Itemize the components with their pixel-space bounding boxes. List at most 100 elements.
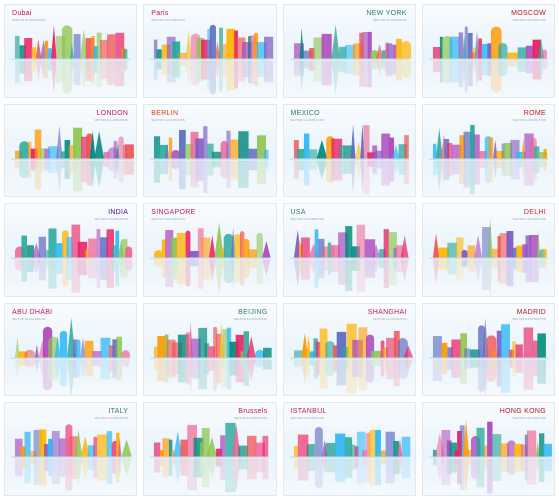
building-reflection: [336, 359, 346, 386]
building-shape: [64, 139, 71, 159]
building-reflection: [255, 458, 266, 473]
city-card-paris: Paris VECTOR ILLUSTRATION: [143, 4, 277, 98]
building-shape: [330, 138, 342, 159]
building-reflection: [38, 259, 46, 281]
waterline: [10, 58, 131, 60]
building-reflection: [491, 458, 502, 482]
building-shape: [154, 346, 158, 358]
building-reflection: [387, 259, 397, 286]
building-shape: [73, 34, 81, 59]
building-reflection: [34, 160, 42, 190]
building-reflection: [93, 60, 99, 74]
building-shape: [118, 135, 124, 159]
building-shape: [432, 143, 437, 159]
skyline-reflection: [14, 458, 132, 492]
building-reflection: [543, 160, 547, 170]
city-card-brussels: Brussels VECTOR ILLUSTRATION: [143, 402, 277, 496]
building-shape: [242, 42, 253, 59]
building-reflection: [112, 259, 118, 273]
building-reflection: [198, 259, 204, 290]
city-subtitle: VECTOR ILLUSTRATION: [512, 118, 546, 122]
building-reflection: [223, 259, 234, 284]
building-shape: [319, 328, 327, 358]
building-shape: [198, 228, 204, 258]
building-shape: [331, 245, 340, 258]
waterline: [428, 158, 549, 160]
building-reflection: [330, 60, 340, 95]
building-reflection: [525, 60, 534, 74]
building-reflection: [106, 458, 113, 485]
building-shape: [250, 35, 257, 59]
building-shape: [100, 237, 108, 258]
building-reflection: [440, 160, 447, 185]
city-title: USA: [290, 209, 306, 217]
building-shape: [235, 334, 244, 358]
building-reflection: [370, 359, 382, 367]
building-shape: [533, 145, 540, 159]
building-reflection: [513, 458, 524, 472]
building-shape: [160, 450, 165, 457]
building-shape: [48, 228, 57, 258]
building-reflection: [64, 160, 71, 179]
building-shape: [44, 40, 49, 59]
building-shape: [469, 349, 481, 358]
building-shape: [56, 124, 63, 159]
building-reflection: [40, 160, 46, 171]
building-shape: [356, 224, 365, 258]
building-reflection: [157, 359, 166, 381]
building-reflection: [365, 359, 374, 383]
building-reflection: [397, 458, 402, 478]
building-shape: [75, 339, 81, 358]
building-shape: [171, 237, 178, 258]
building-shape: [397, 337, 408, 358]
building-reflection: [370, 60, 378, 70]
building-shape: [444, 138, 449, 159]
building-reflection: [48, 259, 57, 289]
building-reflection: [213, 359, 218, 391]
building-shape: [299, 27, 304, 59]
building-shape: [462, 420, 470, 457]
building-reflection: [350, 458, 355, 471]
building-shape: [106, 431, 113, 457]
building-shape: [14, 439, 23, 457]
building-reflection: [116, 160, 120, 178]
building-shape: [74, 430, 83, 457]
building-reflection: [298, 259, 302, 274]
city-subtitle: VECTOR ILLUSTRATION: [151, 19, 185, 22]
building-reflection: [397, 359, 408, 379]
building-reflection: [159, 160, 169, 174]
building-reflection: [464, 359, 470, 369]
building-shape: [337, 232, 348, 258]
building-reflection: [154, 259, 164, 268]
building-reflection: [462, 458, 470, 495]
building-reflection: [229, 359, 240, 376]
building-shape: [70, 41, 74, 59]
building-reflection: [107, 60, 116, 85]
building-reflection: [207, 160, 214, 176]
building-shape: [54, 335, 61, 358]
building-reflection: [391, 60, 397, 75]
building-reflection: [96, 259, 101, 289]
building-reflection: [187, 458, 198, 491]
building-reflection: [338, 60, 347, 73]
building-shape: [214, 41, 221, 59]
building-shape: [314, 229, 318, 258]
building-shape: [176, 233, 187, 258]
building-reflection: [109, 359, 115, 372]
building-shape: [296, 148, 305, 159]
building-reflection: [250, 60, 257, 84]
building-shape: [69, 436, 78, 457]
building-shape: [157, 335, 166, 358]
building-shape: [262, 241, 271, 258]
building-reflection: [447, 359, 453, 370]
city-title: DELHI: [523, 209, 546, 217]
building-shape: [40, 147, 46, 159]
building-reflection: [367, 60, 372, 88]
building-shape: [513, 444, 524, 457]
building-reflection: [44, 160, 51, 171]
building-shape: [116, 433, 120, 457]
building-shape: [248, 36, 252, 59]
building-reflection: [96, 60, 102, 87]
building-reflection: [375, 160, 383, 168]
building-shape: [375, 150, 383, 159]
